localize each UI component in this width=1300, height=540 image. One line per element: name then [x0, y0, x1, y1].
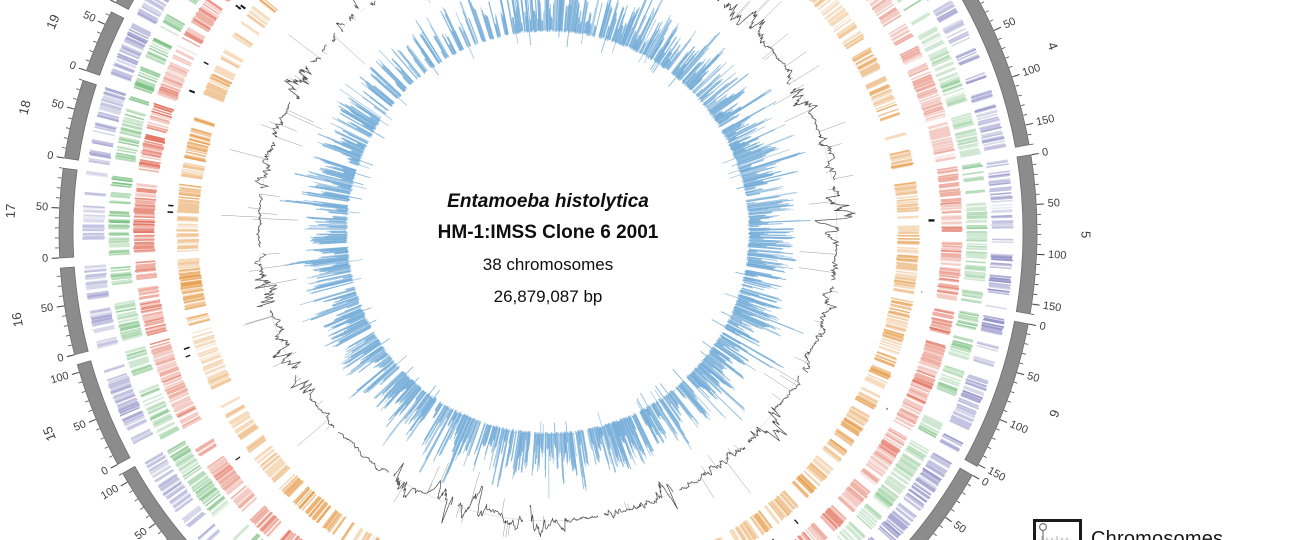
svg-text:150: 150	[1035, 113, 1056, 129]
svg-text:0: 0	[1041, 146, 1049, 159]
svg-text:100: 100	[1008, 418, 1030, 436]
legend-label-chromosomes: Chromosomes	[1091, 528, 1224, 540]
track-features-orange	[176, 0, 920, 540]
svg-text:0: 0	[979, 476, 990, 489]
svg-text:50: 50	[72, 418, 88, 434]
svg-text:50: 50	[1047, 197, 1060, 210]
svg-text:0: 0	[1038, 320, 1046, 333]
svg-text:100: 100	[49, 370, 70, 387]
svg-text:0: 0	[42, 253, 49, 265]
genome-size-label: 26,879,087 bp	[493, 287, 603, 306]
chromosome-label-17: 17	[3, 203, 19, 218]
svg-text:100: 100	[1021, 62, 1042, 79]
svg-text:0: 0	[56, 352, 65, 365]
svg-text:0: 0	[68, 59, 78, 72]
ideogram-chr-20	[115, 0, 135, 10]
legend-chromosomes-icon	[1033, 519, 1082, 540]
chromosome-labels: 1234567891011121314151617181920212223242…	[3, 12, 1094, 540]
svg-text:50: 50	[36, 201, 49, 214]
ideogram-chr-19	[85, 11, 125, 76]
ideogram-chr-16	[59, 266, 89, 356]
ideogram-chr-14	[122, 465, 187, 540]
track-coverage-spikes	[279, 0, 811, 499]
ideogram-chr-15	[76, 360, 131, 465]
svg-text:50: 50	[1002, 15, 1018, 31]
track-gc-line	[221, 0, 856, 538]
svg-text:50: 50	[951, 519, 968, 536]
strain-title: HM-1:IMSS Clone 6 2001	[437, 222, 659, 243]
svg-text:50: 50	[50, 97, 65, 112]
chromosome-label-6: 6	[1046, 408, 1063, 420]
chromosome-label-5: 5	[1078, 231, 1093, 238]
ideogram-chr-4	[961, 0, 1030, 148]
svg-text:50: 50	[1026, 370, 1041, 385]
svg-text:0: 0	[46, 149, 54, 162]
track-genes-reverse	[108, 0, 988, 540]
svg-text:100: 100	[1048, 249, 1067, 262]
svg-text:50: 50	[133, 525, 150, 540]
track-features-red	[133, 0, 963, 540]
track-sparse-marks	[167, 4, 935, 540]
svg-text:0: 0	[98, 0, 109, 3]
chromosome-label-19: 19	[43, 12, 62, 31]
svg-text:150: 150	[1042, 300, 1062, 315]
chromosome-label-16: 16	[9, 311, 26, 328]
ideogram-chr-18	[64, 79, 97, 161]
svg-text:100: 100	[99, 483, 121, 503]
ideogram-chr-17	[58, 167, 78, 259]
svg-text:50: 50	[81, 9, 97, 25]
chromosome-count-label: 38 chromosomes	[482, 255, 614, 274]
svg-text:50: 50	[40, 302, 54, 316]
ideogram-chr-5	[1015, 154, 1038, 315]
ideogram-ruler-icon	[1038, 522, 1072, 540]
species-title: Entamoeba histolytica	[447, 191, 649, 212]
svg-text:0: 0	[99, 465, 110, 478]
chromosome-label-4: 4	[1045, 40, 1062, 52]
chromosome-label-15: 15	[40, 424, 59, 443]
track-ideogram	[58, 0, 1038, 540]
chromosome-label-18: 18	[16, 99, 34, 117]
axis-ticks	[51, 0, 1045, 540]
ideogram-chr-7	[909, 467, 973, 540]
center-title-block: Entamoeba histolytica HM-1:IMSS Clone 6 …	[438, 186, 659, 312]
legend: Chromosomes	[1033, 519, 1223, 540]
track-genes-forward	[82, 0, 1014, 540]
ideogram-chr-6	[964, 320, 1029, 467]
